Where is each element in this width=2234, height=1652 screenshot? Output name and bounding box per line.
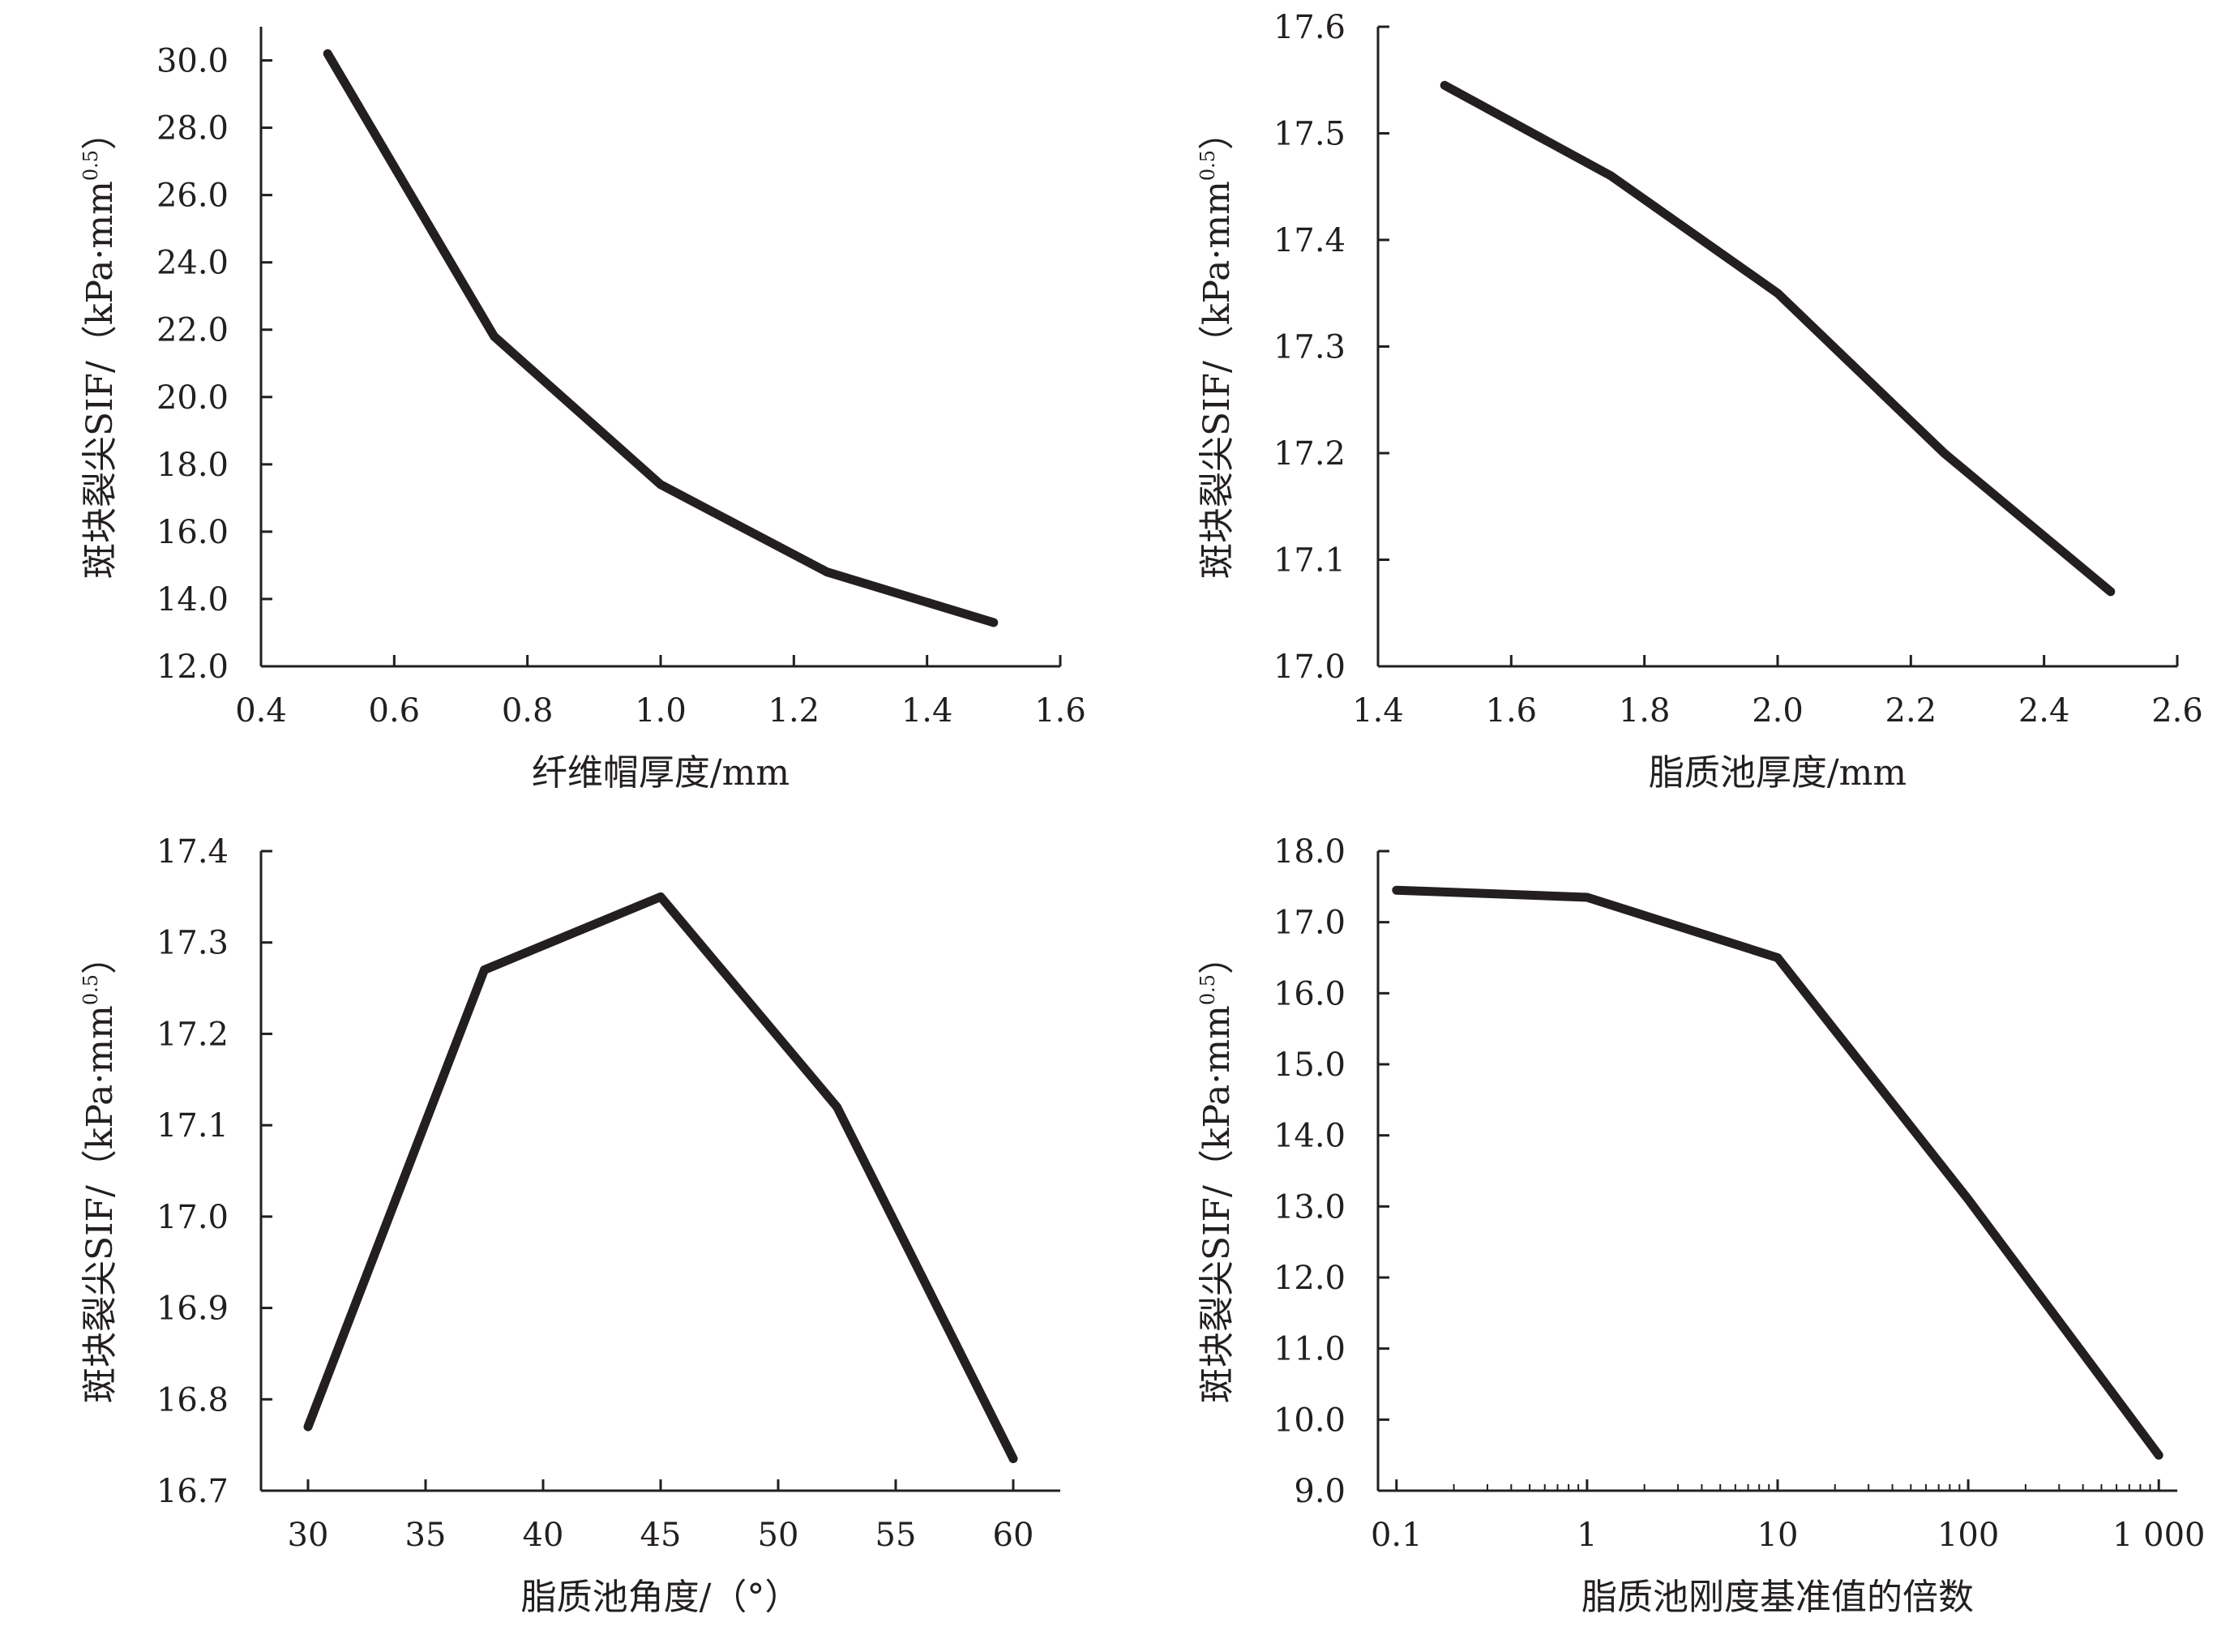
- x-tick-label: 2.2: [1885, 692, 1937, 730]
- y-tick-label: 11.0: [1273, 1331, 1346, 1368]
- x-tick-label: 1 000: [2112, 1517, 2206, 1554]
- x-tick-label: 50: [758, 1517, 799, 1554]
- chart-panel-fibrous-cap-thickness: 12.0 14.0 16.0 18.0 20.0 22.0 24.0 26.0 28.0 30.0…: [0, 0, 1117, 824]
- y-tick-label: 17.0: [1273, 905, 1346, 942]
- y-tick-label: 20.0: [156, 379, 229, 417]
- x-tick-label: 1: [1577, 1517, 1597, 1554]
- series-line: [1440, 80, 2116, 597]
- y-tick-label: 17.2: [1273, 435, 1346, 473]
- y-tick-label: 17.4: [1273, 222, 1346, 259]
- x-tick-label: 0.8: [502, 692, 554, 730]
- series-line: [1392, 885, 2163, 1460]
- chart-svg: 17.0 17.1 17.2 17.3 17.4 17.5 17.6 1.4 1.6 1.8 2.0…: [1196, 9, 2203, 794]
- x-tick-label: 30: [288, 1517, 329, 1554]
- y-tick-label: 17.1: [156, 1107, 229, 1145]
- series-line: [323, 49, 999, 627]
- chart-panel-lipid-pool-angle: 16.7 16.8 16.9 17.0 17.1 17.2 17.3 17.4 30 35 40 45…: [0, 824, 1117, 1649]
- series-line: [303, 892, 1018, 1463]
- x-tick-label: 1.6: [1034, 692, 1086, 730]
- y-tick-label: 16.9: [156, 1290, 229, 1328]
- x-tick-label: 1.0: [635, 692, 687, 730]
- x-axis-title: 纤维帽厚度/mm: [532, 752, 790, 794]
- x-tick-label: 35: [405, 1517, 447, 1554]
- y-tick-label: 16.8: [156, 1381, 229, 1419]
- x-tick-label: 1.4: [1352, 692, 1404, 730]
- chart-panel-lipid-pool-thickness: 17.0 17.1 17.2 17.3 17.4 17.5 17.6 1.4 1.6 1.8 2.0…: [1117, 0, 2234, 824]
- y-tick-label: 13.0: [1273, 1188, 1346, 1226]
- y-tick-label: 9.0: [1294, 1473, 1346, 1510]
- x-tick-label: 0.1: [1371, 1517, 1423, 1554]
- chart-svg: 16.7 16.8 16.9 17.0 17.1 17.2 17.3 17.4 30 35 40 45…: [79, 833, 1060, 1618]
- y-tick-label: 16.0: [156, 514, 229, 551]
- x-tick-label: 2.4: [2018, 692, 2070, 730]
- y-tick-label: 12.0: [156, 648, 229, 686]
- y-tick-label: 17.6: [1273, 9, 1346, 46]
- x-tick-label: 1.2: [768, 692, 820, 730]
- x-tick-label: 40: [523, 1517, 564, 1554]
- y-tick-label: 17.5: [1273, 116, 1346, 153]
- x-tick-label: 1.8: [1619, 692, 1671, 730]
- x-tick-label: 1.6: [1486, 692, 1538, 730]
- x-tick-label: 2.6: [2151, 692, 2203, 730]
- y-tick-label: 24.0: [156, 245, 229, 282]
- y-tick-label: 28.0: [156, 110, 229, 148]
- y-axis-title: 斑块裂尖SIF/（kPa·mm0.5）: [79, 939, 121, 1403]
- y-tick-label: 17.3: [156, 925, 229, 962]
- y-axis-title: 斑块裂尖SIF/（kPa·mm0.5）: [1196, 939, 1238, 1403]
- x-tick-label: 1.4: [901, 692, 953, 730]
- y-tick-label: 16.0: [1273, 975, 1346, 1012]
- y-tick-label: 17.4: [156, 833, 229, 871]
- y-tick-label: 10.0: [1273, 1402, 1346, 1439]
- chart-svg: 12.0 14.0 16.0 18.0 20.0 22.0 24.0 26.0 28.0 30.0…: [79, 27, 1086, 794]
- x-tick-label: 55: [875, 1517, 917, 1554]
- y-axis-title: 斑块裂尖SIF/（kPa·mm0.5）: [1196, 114, 1238, 579]
- y-tick-label: 14.0: [1273, 1118, 1346, 1155]
- y-tick-label: 17.0: [1273, 648, 1346, 686]
- y-tick-label: 18.0: [1273, 833, 1346, 871]
- y-axis-title: 斑块裂尖SIF/（kPa·mm0.5）: [79, 114, 121, 579]
- y-tick-label: 26.0: [156, 178, 229, 215]
- y-tick-label: 17.3: [1273, 329, 1346, 366]
- y-tick-label: 17.1: [1273, 542, 1346, 580]
- y-tick-label: 17.2: [156, 1016, 229, 1053]
- x-tick-label: 60: [993, 1517, 1034, 1554]
- y-tick-label: 17.0: [156, 1199, 229, 1236]
- y-tick-label: 15.0: [1273, 1046, 1346, 1084]
- x-tick-label: 100: [1937, 1517, 1999, 1554]
- chart-svg: 9.0 10.0 11.0 12.0 13.0 14.0 15.0 16.0 17.0 18.0 0…: [1196, 833, 2206, 1618]
- x-tick-label: 45: [640, 1517, 682, 1554]
- x-tick-label: 2.0: [1752, 692, 1804, 730]
- chart-panel-lipid-pool-stiffness: 9.0 10.0 11.0 12.0 13.0 14.0 15.0 16.0 17.0 18.0 0…: [1117, 824, 2234, 1649]
- x-axis-title: 脂质池厚度/mm: [1649, 752, 1907, 794]
- x-tick-label: 10: [1757, 1517, 1799, 1554]
- y-tick-label: 22.0: [156, 312, 229, 349]
- y-tick-label: 14.0: [156, 581, 229, 618]
- y-tick-label: 18.0: [156, 447, 229, 484]
- y-tick-label: 12.0: [1273, 1260, 1346, 1297]
- x-axis-title: 脂质池刚度基准值的倍数: [1581, 1577, 1974, 1618]
- y-tick-label: 16.7: [156, 1473, 229, 1510]
- x-tick-label: 0.6: [369, 692, 421, 730]
- y-tick-label: 30.0: [156, 43, 229, 80]
- x-tick-label: 0.4: [235, 692, 287, 730]
- x-axis-title: 脂质池角度/（°）: [521, 1577, 801, 1618]
